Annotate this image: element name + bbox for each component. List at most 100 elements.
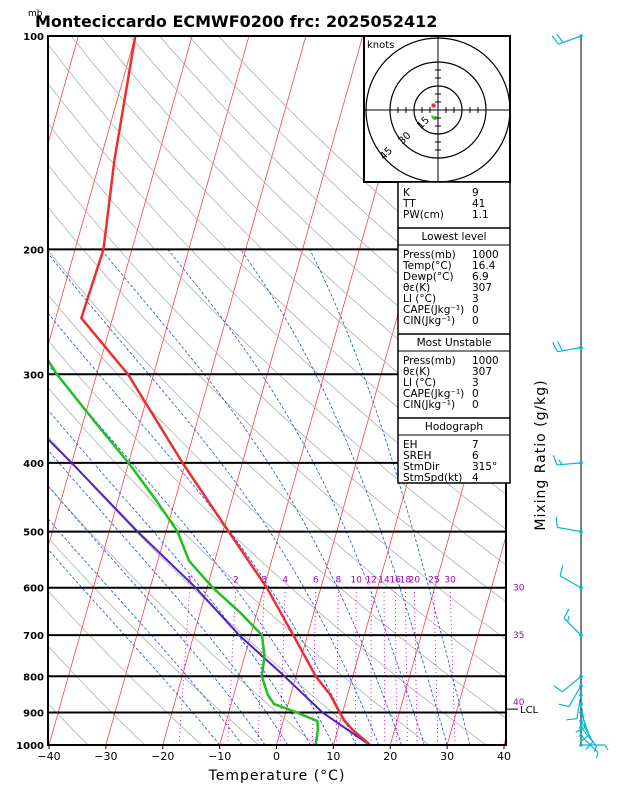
hodograph-stats-row-value: 6 <box>472 450 479 462</box>
wind-barb-shaft <box>562 675 582 693</box>
pressure-tick-label: 400 <box>23 459 44 470</box>
wind-barb-flag <box>558 703 570 708</box>
dry-adiabat-line <box>48 122 506 566</box>
lowest-level-row-label: LI (°C) <box>403 293 436 305</box>
moist-adiabat-line <box>48 548 220 745</box>
most-unstable-row-value: 0 <box>472 399 479 411</box>
sounding-profiles <box>48 36 371 745</box>
wind-barb-flag <box>595 752 599 759</box>
temperature-tick-label: 40 <box>497 750 511 763</box>
mixing-ratio-axis-label: Mixing Ratio (g/kg) <box>533 379 549 530</box>
theta-e-label: 35 <box>513 631 524 641</box>
moist-adiabat-line <box>240 249 448 745</box>
most-unstable-row-value: 1000 <box>472 355 499 367</box>
lowest-level-row-value: 3 <box>472 293 479 305</box>
mixing-ratio-label: 4 <box>282 576 288 586</box>
lowest-level-row-value: 1000 <box>472 249 499 261</box>
wind-barb-flag <box>559 565 564 576</box>
chart-title: Monteciccardo ECMWF0200 frc: 2025052412 <box>35 12 437 31</box>
pressure-tick-label: 700 <box>23 631 44 642</box>
x-axis-label: Temperature (°C) <box>208 768 346 784</box>
hodograph-stats-row-label: EH <box>403 439 418 451</box>
theta-e-label: 40 <box>513 698 525 708</box>
moist-adiabat-line <box>48 252 380 745</box>
index-row-label: TT <box>402 198 416 210</box>
wind-barb-column <box>551 33 609 759</box>
index-row-label: K <box>403 187 411 199</box>
temperature-tick-label: −30 <box>94 750 117 763</box>
wind-barb-shaft <box>557 526 582 533</box>
most-unstable-row-value: 3 <box>472 377 479 389</box>
wind-barb-flag <box>558 459 563 465</box>
index-row-value: 9 <box>472 187 479 199</box>
wind-barb-flag <box>580 734 590 742</box>
temperature-tick-label: −20 <box>151 750 174 763</box>
moist-adiabat-line <box>100 249 402 745</box>
temperature-tick-label: 20 <box>383 750 397 763</box>
lowest-level-row-value: 0 <box>472 315 479 327</box>
wind-barb-shaft <box>576 694 582 719</box>
lowest-level-row-value: 6.9 <box>472 271 489 283</box>
wind-barb-shaft <box>557 462 582 466</box>
wind-barb-flag <box>556 33 564 43</box>
dry-adiabat-line <box>48 82 506 530</box>
hodograph-stats-row-value: 7 <box>472 439 479 451</box>
pressure-tick-label: 600 <box>23 584 44 595</box>
pressure-tick-label: 1000 <box>16 741 44 752</box>
mixing-ratio-label: 6 <box>313 576 319 586</box>
wind-barb-flag <box>552 455 558 466</box>
wind-barb-shaft <box>558 35 582 45</box>
dry-adiabat-line <box>48 536 259 745</box>
pressure-tick-label: 900 <box>23 709 44 720</box>
wind-barb-flag <box>566 717 577 721</box>
dry-adiabat-line <box>48 645 146 745</box>
mixing-ratio-label: 14 <box>378 576 390 586</box>
dry-adiabat-line <box>48 206 506 640</box>
storm-motion-marker <box>431 103 436 108</box>
lowest-level-row-label: θε(K) <box>403 282 430 294</box>
most-unstable-title: Most Unstable <box>417 337 492 349</box>
hodograph-stats-row-label: StmSpd(kt) <box>403 472 462 484</box>
wind-barb-flag <box>575 726 586 733</box>
wind-barb-flag <box>553 685 563 693</box>
dry-adiabat-line <box>48 485 316 745</box>
hodograph-trace <box>430 115 438 121</box>
temperature-tick-label: 0 <box>273 750 280 763</box>
pressure-tick-label: 100 <box>23 32 44 43</box>
wind-barb-flag <box>552 342 558 352</box>
dry-adiabat-line <box>100 36 506 428</box>
pressure-tick-label: 200 <box>23 245 44 256</box>
pressure-tick-labels: 100 200 300 400 500 600 700 800 900 1000 <box>16 32 44 752</box>
lowest-level-row-value: 0 <box>472 304 479 316</box>
isotherm-line <box>162 36 364 745</box>
mixing-ratio-label: 16 <box>390 576 402 586</box>
theta-e-label: 30 <box>513 584 525 594</box>
pressure-tick-label: 300 <box>23 370 44 381</box>
dry-adiabat-line <box>48 249 506 679</box>
lowest-level-row-label: Press(mb) <box>403 249 456 261</box>
wind-barb-shaft <box>563 617 582 636</box>
mixing-ratio-label: 12 <box>365 576 376 586</box>
lowest-level-row-label: CAPE(Jkg⁻¹) <box>403 304 464 316</box>
temperature-tick-label: −10 <box>208 750 231 763</box>
wind-barb-flag <box>555 516 558 528</box>
wind-barb-shaft <box>557 346 582 353</box>
dry-adiabat-line <box>48 294 506 719</box>
wind-barb-flag <box>566 615 570 622</box>
lowest-level-row-label: CIN(Jkg⁻¹) <box>403 315 455 327</box>
mixing-ratio-label: 8 <box>335 576 341 586</box>
panel-frame <box>397 181 511 484</box>
dry-adiabat-line <box>48 43 506 495</box>
wind-barb-flag <box>593 745 597 752</box>
pressure-tick-label: 800 <box>23 672 44 683</box>
wind-barb-flag <box>551 35 559 45</box>
lowest-level-row-label: Dewp(°C) <box>403 271 454 283</box>
hodograph-units-label: knots <box>367 40 394 51</box>
hodograph-stats-row-label: StmDir <box>403 461 440 473</box>
dry-adiabat-line <box>48 435 373 745</box>
hodograph-stats-row-label: SREH <box>403 450 432 462</box>
mixing-ratio-label: 10 <box>351 576 363 586</box>
wind-barb-flag <box>604 744 609 751</box>
